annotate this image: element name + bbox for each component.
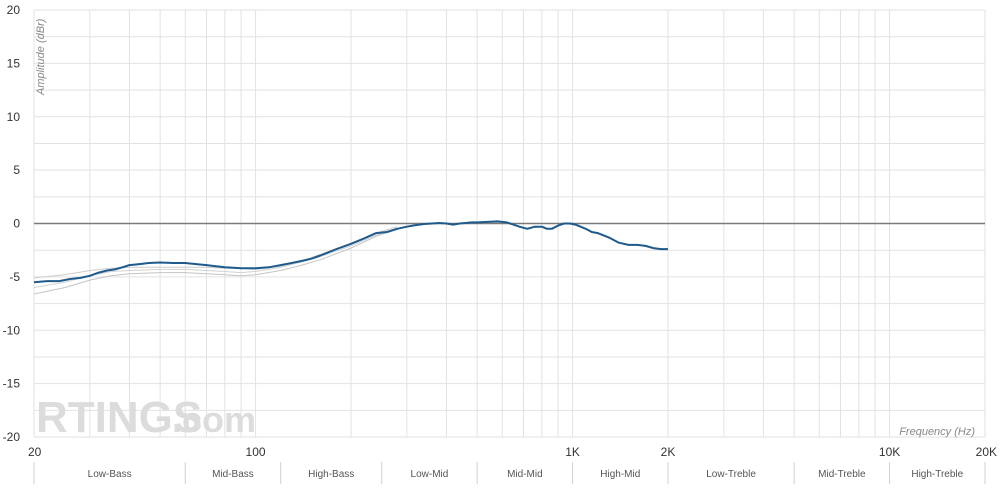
horizontal-gridlines	[34, 9, 985, 438]
response-line	[33, 220, 668, 284]
band-label: Mid-Treble	[818, 469, 866, 480]
band-label: Low-Bass	[88, 469, 132, 480]
watermark-brand: RTINGS	[36, 393, 202, 442]
y-tick-label: -5	[9, 270, 20, 284]
y-tick-labels: 20 15 10 5 0 -5 -10 -15 -20	[3, 3, 21, 444]
y-tick-label: 0	[13, 217, 20, 231]
band-label: Low-Mid	[411, 469, 449, 480]
reference-line	[33, 227, 398, 289]
y-tick-label: -20	[3, 430, 21, 444]
band-label: High-Treble	[911, 469, 963, 480]
y-tick-label: 20	[7, 3, 21, 17]
x-tick-label: 2K	[661, 445, 676, 459]
band-label: Mid-Mid	[507, 469, 543, 480]
y-tick-label: 10	[7, 110, 21, 124]
band-label: Mid-Bass	[212, 469, 254, 480]
band-label: Low-Treble	[706, 469, 756, 480]
x-axis-label: Frequency (Hz)	[899, 426, 975, 438]
x-tick-label: 20K	[976, 445, 997, 459]
watermark-suffix: .com	[172, 399, 256, 440]
x-tick-label: 100	[246, 445, 266, 459]
band-label: High-Bass	[308, 469, 354, 480]
reference-line	[33, 228, 398, 295]
x-tick-label: 20	[28, 445, 42, 459]
x-tick-labels: 20 100 1K 2K 10K 20K	[28, 445, 997, 459]
y-tick-label: 15	[7, 56, 21, 70]
frequency-bands: Low-Bass Mid-Bass High-Bass Low-Mid Mid-Mid H…	[33, 462, 986, 484]
y-tick-label: 5	[13, 163, 20, 177]
x-tick-label: 1K	[565, 445, 580, 459]
series-lines	[33, 220, 668, 295]
rtings-watermark: RTINGS .com	[36, 393, 256, 442]
band-label: High-Mid	[600, 469, 640, 480]
y-tick-label: -10	[3, 323, 21, 337]
x-tick-label: 10K	[879, 445, 900, 459]
y-tick-label: -15	[3, 377, 21, 391]
y-axis-label: Amplitude (dBr)	[35, 18, 47, 96]
